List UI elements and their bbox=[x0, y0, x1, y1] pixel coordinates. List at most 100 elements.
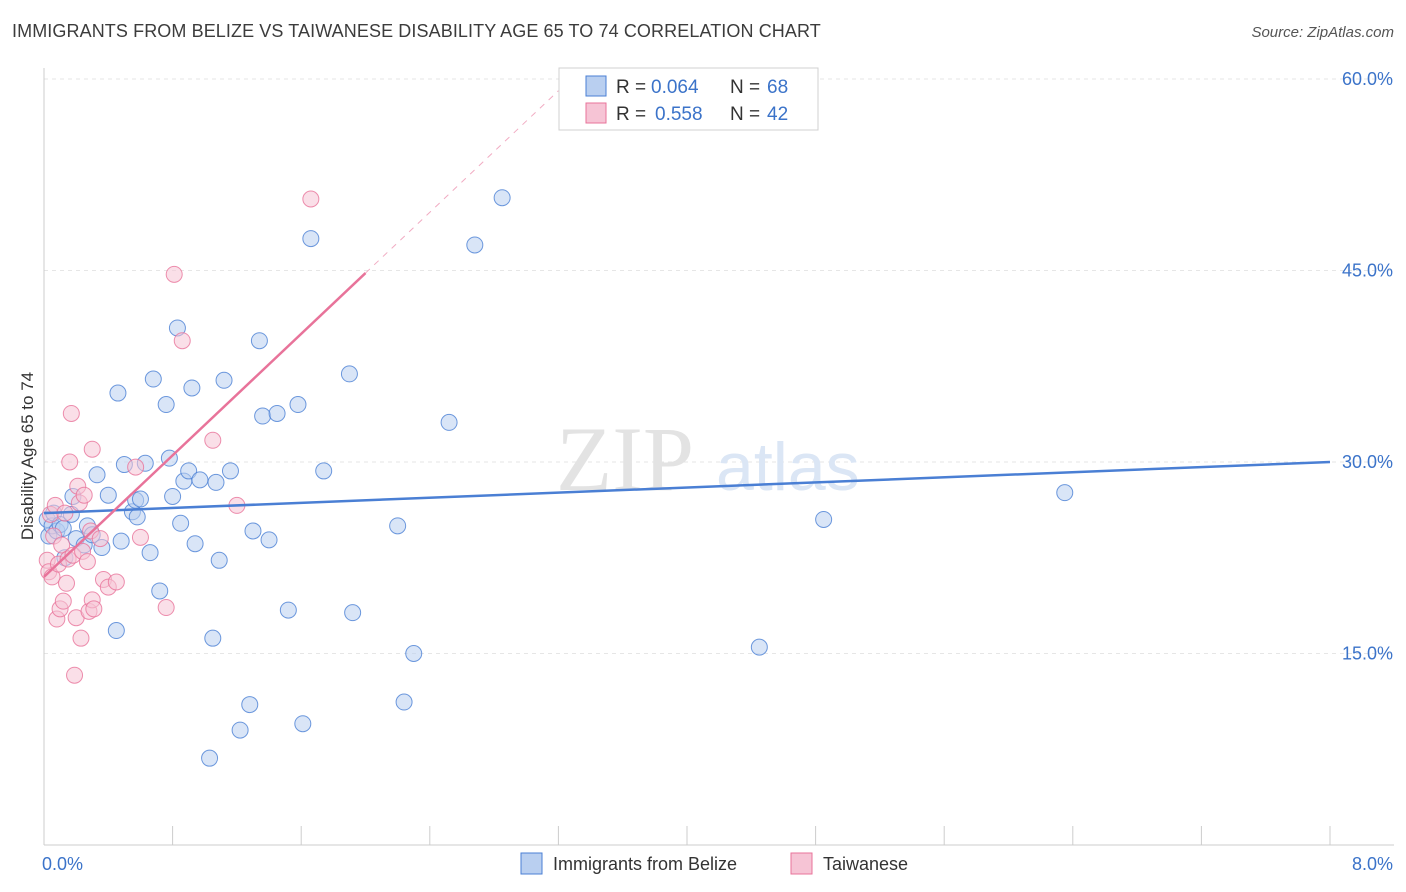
point-taiwanese-34 bbox=[127, 458, 145, 476]
trend-layer bbox=[43, 90, 1331, 578]
point-belize-53 bbox=[289, 396, 307, 414]
point-taiwanese-24 bbox=[78, 553, 96, 571]
point-belize-37 bbox=[186, 535, 204, 553]
point-belize-60 bbox=[395, 693, 413, 711]
legend-r-label-belize: R = bbox=[616, 77, 646, 98]
point-belize-56 bbox=[315, 462, 333, 480]
watermark-atlas: atlas bbox=[716, 429, 860, 505]
chart-source: Source: ZipAtlas.com bbox=[1251, 24, 1394, 41]
point-taiwanese-36 bbox=[157, 599, 175, 617]
point-belize-28 bbox=[151, 582, 169, 600]
trend-line-belize bbox=[43, 460, 1331, 515]
y-axis-label: Disability Age 65 to 74 bbox=[18, 372, 37, 540]
point-belize-41 bbox=[207, 473, 225, 491]
trend-line-extension-taiwanese bbox=[365, 90, 559, 274]
point-taiwanese-39 bbox=[204, 431, 222, 449]
axis-layer bbox=[43, 68, 1394, 846]
chart-title: IMMIGRANTS FROM BELIZE VS TAIWANESE DISA… bbox=[12, 21, 821, 41]
watermark: ZIP atlas bbox=[556, 408, 860, 510]
point-belize-17 bbox=[107, 622, 125, 640]
point-taiwanese-9 bbox=[53, 536, 71, 554]
point-belize-67 bbox=[1056, 484, 1074, 502]
legend-n-value-taiwanese: 42 bbox=[767, 104, 788, 125]
point-belize-29 bbox=[157, 396, 175, 414]
point-belize-46 bbox=[241, 696, 259, 714]
point-taiwanese-33 bbox=[107, 573, 125, 591]
y-tick-label-2: 45.0% bbox=[1342, 261, 1393, 281]
point-belize-27 bbox=[144, 370, 162, 388]
legend-box: R = 0.064 N = 68 R = 0.558 N = 42 bbox=[558, 67, 819, 131]
y-tick-label-3: 60.0% bbox=[1342, 69, 1393, 89]
legend-r-label-taiwanese: R = bbox=[616, 104, 646, 125]
point-belize-36 bbox=[183, 379, 201, 397]
point-taiwanese-28 bbox=[85, 600, 103, 618]
point-belize-62 bbox=[440, 413, 458, 431]
point-belize-38 bbox=[191, 471, 209, 489]
point-belize-52 bbox=[279, 601, 297, 619]
point-belize-49 bbox=[254, 407, 272, 425]
point-belize-19 bbox=[112, 532, 130, 550]
point-belize-66 bbox=[815, 510, 833, 528]
legend-swatch-belize bbox=[585, 75, 607, 97]
point-taiwanese-10 bbox=[54, 592, 72, 610]
point-taiwanese-37 bbox=[165, 265, 183, 283]
point-belize-44 bbox=[221, 462, 239, 480]
point-belize-18 bbox=[109, 384, 127, 402]
watermark-zip: ZIP bbox=[556, 408, 694, 510]
bottom-legend: Immigrants from Belize Taiwanese bbox=[520, 852, 908, 875]
point-taiwanese-21 bbox=[72, 629, 90, 647]
bottom-legend-label-taiwanese: Taiwanese bbox=[823, 854, 908, 874]
point-taiwanese-41 bbox=[302, 190, 320, 208]
points-layer bbox=[38, 189, 1074, 767]
point-belize-16 bbox=[99, 486, 117, 504]
point-belize-39 bbox=[201, 749, 219, 767]
point-belize-55 bbox=[302, 230, 320, 248]
y-tick-label-0: 15.0% bbox=[1342, 644, 1393, 664]
point-taiwanese-12 bbox=[58, 574, 76, 592]
legend-n-value-belize: 68 bbox=[767, 77, 788, 98]
point-taiwanese-17 bbox=[66, 666, 84, 684]
point-belize-14 bbox=[88, 466, 106, 484]
point-belize-65 bbox=[750, 638, 768, 656]
point-belize-51 bbox=[268, 404, 286, 422]
point-belize-43 bbox=[215, 371, 233, 389]
trend-line-taiwanese bbox=[43, 272, 367, 578]
point-belize-23 bbox=[128, 508, 146, 526]
point-taiwanese-29 bbox=[83, 440, 101, 458]
point-belize-58 bbox=[344, 604, 362, 622]
bottom-legend-label-belize: Immigrants from Belize bbox=[553, 854, 737, 874]
point-belize-35 bbox=[180, 462, 198, 480]
point-belize-31 bbox=[164, 487, 182, 505]
point-belize-59 bbox=[389, 517, 407, 535]
point-belize-42 bbox=[210, 551, 228, 569]
legend-r-value-belize: 0.064 bbox=[651, 77, 699, 98]
tick-labels: 15.0% 30.0% 45.0% 60.0% 0.0% 8.0% bbox=[42, 69, 1393, 874]
point-taiwanese-14 bbox=[61, 453, 79, 471]
point-taiwanese-38 bbox=[173, 332, 191, 350]
legend-r-value-taiwanese: 0.558 bbox=[655, 104, 703, 125]
point-taiwanese-30 bbox=[91, 530, 109, 548]
point-belize-57 bbox=[340, 365, 358, 383]
grid-layer bbox=[44, 78, 1394, 654]
point-belize-63 bbox=[466, 236, 484, 254]
point-belize-54 bbox=[294, 715, 312, 733]
point-taiwanese-35 bbox=[131, 528, 149, 546]
point-belize-47 bbox=[244, 522, 262, 540]
point-belize-33 bbox=[172, 514, 190, 532]
legend-n-label-belize: N = bbox=[730, 77, 760, 98]
x-tick-label-1: 8.0% bbox=[1352, 854, 1393, 874]
legend-swatch-taiwanese bbox=[585, 102, 607, 124]
y-tick-label-1: 30.0% bbox=[1342, 452, 1393, 472]
point-belize-48 bbox=[250, 332, 268, 350]
point-belize-61 bbox=[405, 645, 423, 662]
legend-n-label-taiwanese: N = bbox=[730, 104, 760, 125]
point-belize-45 bbox=[231, 721, 249, 739]
point-belize-64 bbox=[493, 189, 511, 207]
bottom-legend-swatch-belize bbox=[520, 852, 543, 875]
point-taiwanese-15 bbox=[62, 404, 80, 422]
point-taiwanese-23 bbox=[75, 486, 93, 504]
point-belize-24 bbox=[131, 490, 149, 508]
point-belize-50 bbox=[260, 531, 278, 549]
point-belize-40 bbox=[204, 629, 222, 647]
